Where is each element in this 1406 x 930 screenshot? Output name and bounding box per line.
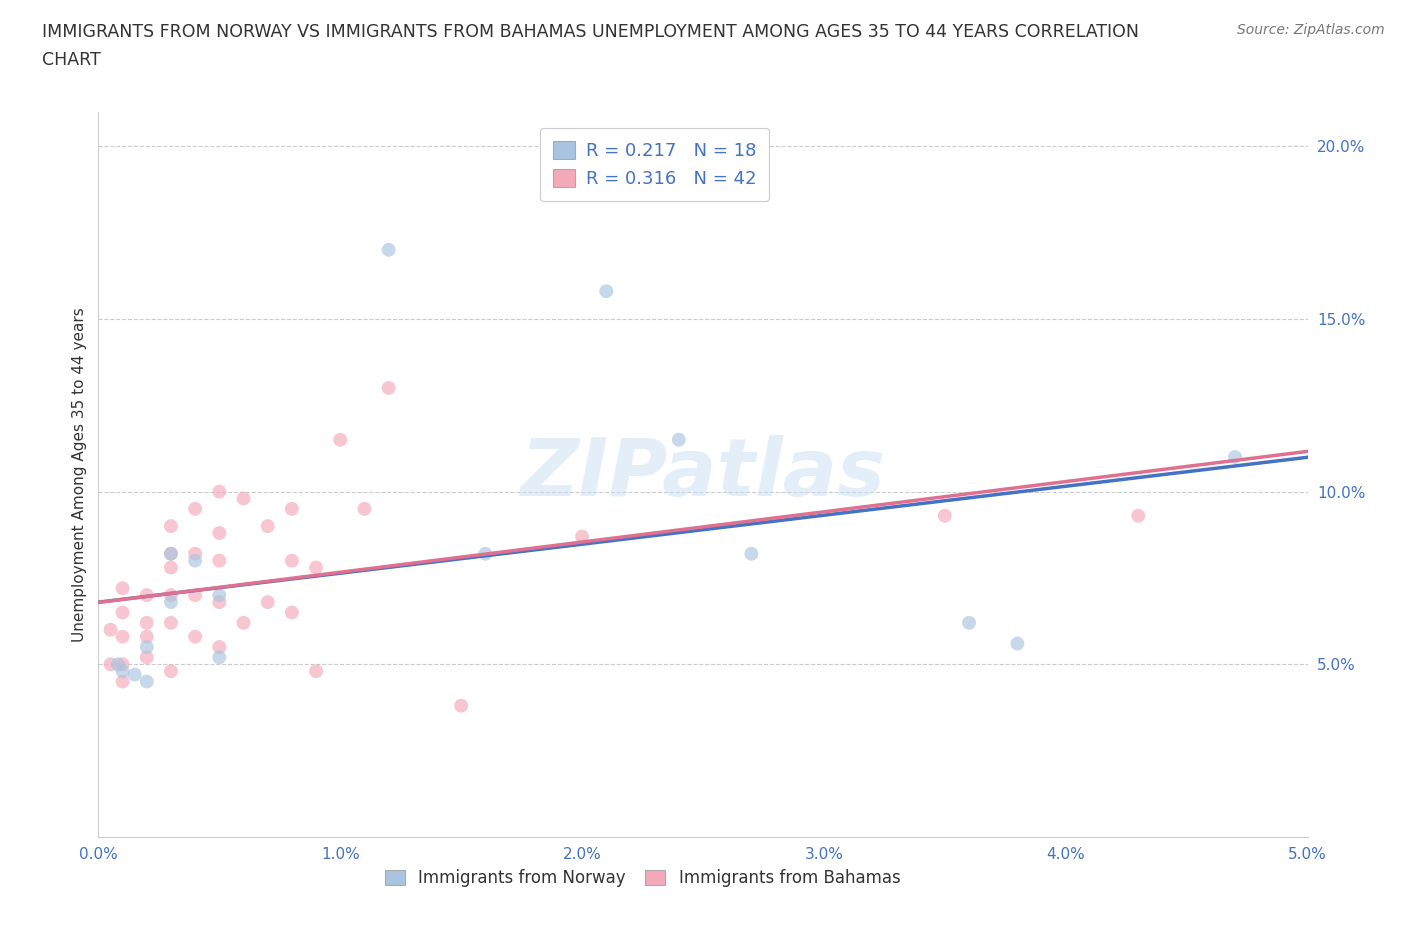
Point (208, 525, 231, 540)
Point (184, 501, 207, 516)
Point (1223, 449, 1246, 464)
Point (160, 594, 183, 609)
Point (1128, 509, 1150, 524)
Point (740, 546, 762, 561)
Point (208, 640, 231, 655)
Point (232, 616, 254, 631)
Point (281, 605, 304, 620)
Point (184, 630, 207, 644)
Point (111, 630, 134, 644)
Point (208, 650, 231, 665)
Point (957, 616, 980, 631)
Point (111, 664, 134, 679)
Point (135, 640, 157, 655)
Point (474, 546, 496, 561)
Point (160, 546, 183, 561)
Point (256, 594, 278, 609)
Point (184, 546, 207, 561)
Point (256, 519, 278, 534)
Point (353, 501, 375, 516)
Point (571, 529, 593, 544)
Point (281, 501, 304, 516)
Point (208, 588, 231, 603)
Point (111, 581, 134, 596)
Point (934, 509, 956, 524)
Point (208, 485, 231, 499)
Point (305, 560, 328, 575)
Point (281, 553, 304, 568)
Point (160, 560, 183, 575)
Text: CHART: CHART (42, 51, 101, 69)
Point (160, 588, 183, 603)
Text: IMMIGRANTS FROM NORWAY VS IMMIGRANTS FROM BAHAMAS UNEMPLOYMENT AMONG AGES 35 TO : IMMIGRANTS FROM NORWAY VS IMMIGRANTS FRO… (42, 23, 1139, 41)
Point (160, 664, 183, 679)
Point (668, 432, 690, 447)
Point (160, 616, 183, 631)
Point (377, 380, 399, 395)
Point (329, 432, 352, 447)
Point (305, 664, 328, 679)
Point (111, 657, 134, 671)
Text: ZIPatlas: ZIPatlas (520, 435, 886, 513)
Point (124, 667, 146, 682)
Point (111, 605, 134, 620)
Point (135, 674, 157, 689)
Point (135, 650, 157, 665)
Point (135, 630, 157, 644)
Point (450, 698, 472, 713)
Point (135, 588, 157, 603)
Point (208, 594, 231, 609)
Y-axis label: Unemployment Among Ages 35 to 44 years: Unemployment Among Ages 35 to 44 years (72, 307, 87, 642)
Point (160, 546, 183, 561)
Legend: Immigrants from Norway, Immigrants from Bahamas: Immigrants from Norway, Immigrants from … (378, 863, 907, 894)
Point (100, 622, 122, 637)
Point (208, 553, 231, 568)
Point (232, 491, 254, 506)
Point (184, 553, 207, 568)
Text: Source: ZipAtlas.com: Source: ZipAtlas.com (1237, 23, 1385, 37)
Point (377, 243, 399, 258)
Point (160, 519, 183, 534)
Point (135, 616, 157, 631)
Point (111, 674, 134, 689)
Point (595, 284, 617, 299)
Point (1007, 636, 1029, 651)
Point (184, 588, 207, 603)
Point (100, 657, 122, 671)
Point (107, 657, 129, 671)
